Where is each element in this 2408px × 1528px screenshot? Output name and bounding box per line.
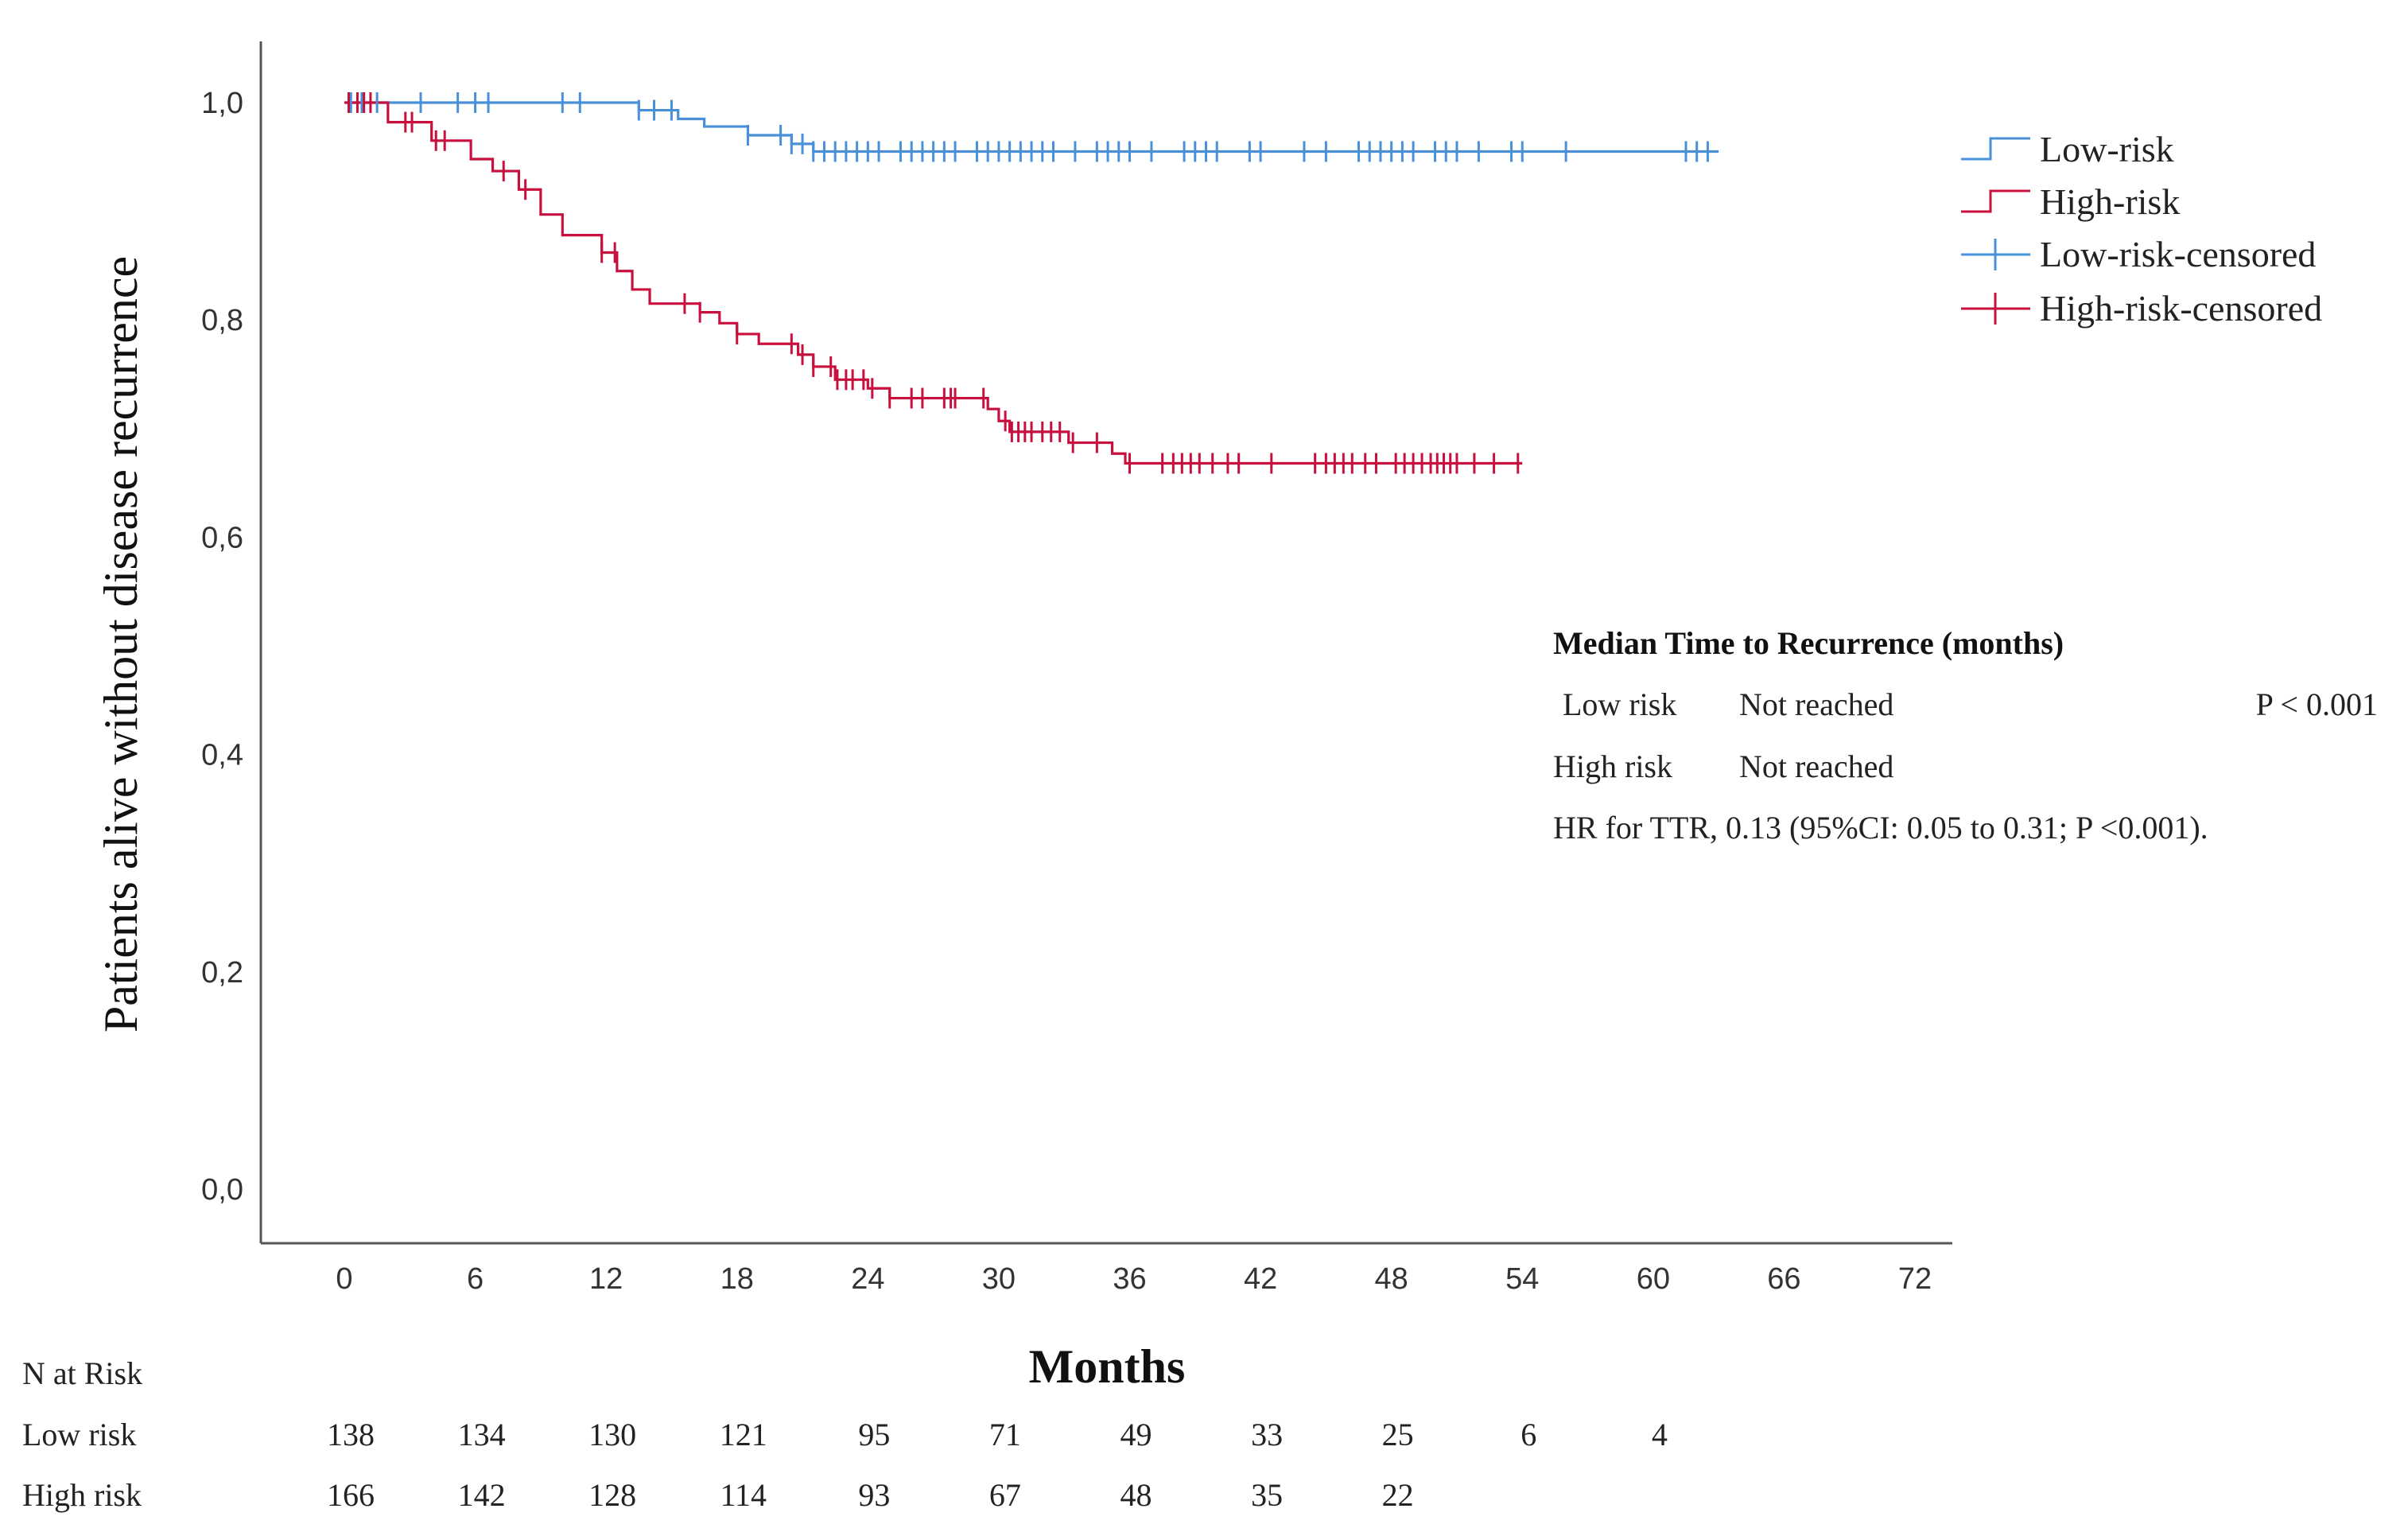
risk-value: 95 bbox=[858, 1417, 890, 1452]
x-tick-label: 60 bbox=[1637, 1262, 1670, 1296]
risk-value: 114 bbox=[720, 1477, 767, 1513]
x-tick-label: 6 bbox=[467, 1262, 484, 1296]
x-tick-label: 0 bbox=[336, 1262, 352, 1296]
y-tick-label: 0,8 bbox=[201, 304, 243, 337]
risk-value: 49 bbox=[1120, 1417, 1152, 1452]
risk-table: N at Risk Low risk High risk 138 134 130 12… bbox=[22, 1355, 1668, 1513]
annotation-hr-text: HR for TTR, 0.13 (95%CI: 0.05 to 0.31; P… bbox=[1553, 810, 2208, 846]
risk-row-label-low: Low risk bbox=[22, 1417, 136, 1452]
legend-label-low-risk-censored: Low-risk-censored bbox=[2040, 234, 2316, 274]
annotation-row-high-value: Not reached bbox=[1739, 748, 1893, 784]
risk-value: 93 bbox=[858, 1477, 890, 1513]
annotation-row-low-group: Low risk bbox=[1563, 686, 1676, 722]
x-tick-label: 66 bbox=[1767, 1262, 1800, 1296]
y-tick-label: 0,4 bbox=[201, 739, 243, 772]
risk-row-label-high: High risk bbox=[22, 1477, 142, 1513]
high-risk-legend-swatch bbox=[1961, 189, 2030, 213]
x-tick-label: 36 bbox=[1113, 1262, 1146, 1296]
x-tick-label: 12 bbox=[589, 1262, 623, 1296]
legend-label-high-risk-censored: High-risk-censored bbox=[2040, 288, 2322, 329]
y-tick-label: 0,6 bbox=[201, 521, 243, 554]
x-tick-label: 24 bbox=[851, 1262, 884, 1296]
risk-value: 142 bbox=[458, 1477, 506, 1513]
risk-table-title: N at Risk bbox=[22, 1355, 142, 1391]
y-tick-label: 1,0 bbox=[201, 87, 243, 120]
risk-value: 121 bbox=[720, 1417, 767, 1452]
annotation-title: Median Time to Recurrence (months) bbox=[1553, 625, 2064, 661]
legend-label-high-risk: High-risk bbox=[2040, 181, 2180, 222]
risk-value: 4 bbox=[1652, 1417, 1668, 1452]
annotation-p-value: P < 0.001 bbox=[2256, 686, 2378, 722]
risk-value: 48 bbox=[1120, 1477, 1152, 1513]
x-tick-labels: 0 6 12 18 24 30 36 42 48 54 60 66 72 bbox=[336, 1262, 1932, 1296]
x-tick-label: 18 bbox=[720, 1262, 754, 1296]
median-ttr-annotation: Median Time to Recurrence (months) Low r… bbox=[1553, 625, 2378, 846]
y-tick-labels: 0,0 0,2 0,4 0,6 0,8 1,0 bbox=[201, 87, 243, 1207]
risk-value: 33 bbox=[1251, 1417, 1283, 1452]
risk-value: 130 bbox=[588, 1417, 636, 1452]
y-axis-label: Patients alive without disease recurrenc… bbox=[95, 256, 147, 1032]
y-tick-label: 0,2 bbox=[201, 956, 243, 990]
legend-label-low-risk: Low-risk bbox=[2040, 129, 2174, 169]
x-tick-label: 48 bbox=[1375, 1262, 1408, 1296]
annotation-row-high-group: High risk bbox=[1553, 748, 1672, 784]
risk-value: 128 bbox=[588, 1477, 636, 1513]
y-tick-label: 0,0 bbox=[201, 1173, 243, 1207]
annotation-row-low-value: Not reached bbox=[1739, 686, 1893, 722]
risk-value: 134 bbox=[458, 1417, 506, 1452]
x-tick-label: 54 bbox=[1505, 1262, 1539, 1296]
survival-curves bbox=[344, 101, 1719, 465]
x-tick-label: 30 bbox=[982, 1262, 1016, 1296]
risk-value: 138 bbox=[327, 1417, 375, 1452]
risk-value: 22 bbox=[1382, 1477, 1414, 1513]
risk-value: 71 bbox=[989, 1417, 1021, 1452]
risk-value: 6 bbox=[1521, 1417, 1536, 1452]
risk-value: 166 bbox=[327, 1477, 375, 1513]
low-risk-legend-swatch bbox=[1961, 137, 2030, 161]
axes bbox=[259, 41, 1952, 1245]
x-axis-label: Months bbox=[1029, 1340, 1186, 1393]
x-tick-label: 72 bbox=[1898, 1262, 1932, 1296]
risk-value: 35 bbox=[1251, 1477, 1283, 1513]
risk-table-values: 138 134 130 121 95 71 49 33 25 6 4 166 142 128 114 93 67… bbox=[327, 1417, 1668, 1513]
risk-value: 67 bbox=[989, 1477, 1021, 1513]
risk-value: 25 bbox=[1382, 1417, 1414, 1452]
x-tick-label: 42 bbox=[1244, 1262, 1277, 1296]
high-risk-curve bbox=[344, 101, 1523, 465]
censor-marks bbox=[347, 92, 1709, 474]
low-risk-curve bbox=[344, 101, 1719, 154]
legend: Low-risk High-risk Low-risk-censored High-r… bbox=[1961, 129, 2322, 329]
